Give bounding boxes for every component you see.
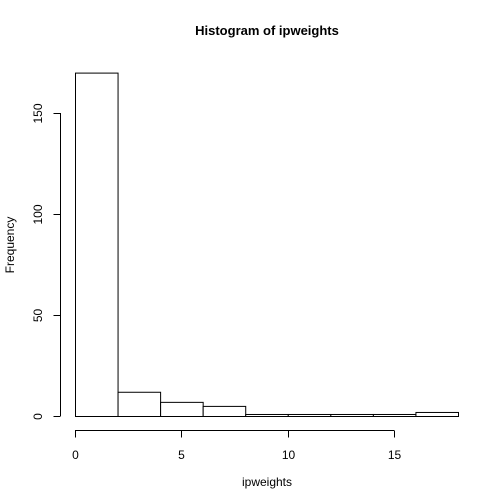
histogram-bar	[372, 413, 417, 418]
histogram-bar	[202, 405, 247, 417]
bars-group	[75, 72, 460, 418]
x-tick-label: 0	[72, 448, 79, 462]
x-tick-label: 5	[178, 448, 185, 462]
y-axis-label: Frequency	[3, 217, 17, 274]
y-tick-label: 0	[31, 413, 45, 420]
y-tick-label: 50	[31, 309, 45, 323]
chart-title: Histogram of ipweights	[195, 23, 339, 38]
histogram-bar	[330, 413, 374, 418]
y-tick-label: 100	[31, 204, 45, 224]
x-tick-label: 10	[282, 448, 296, 462]
y-tick-label: 150	[31, 103, 45, 123]
histogram-bar	[75, 72, 119, 417]
y-axis: 0 50 100 150	[31, 103, 61, 420]
x-tick-label: 15	[388, 448, 402, 462]
x-axis-label: ipweights	[242, 475, 292, 489]
histogram-bar	[245, 413, 289, 418]
histogram-bar	[117, 391, 162, 418]
histogram-bar	[415, 411, 460, 417]
histogram-bar	[287, 413, 332, 418]
x-axis: 0 5 10 15	[72, 430, 402, 462]
histogram-bar	[160, 401, 204, 417]
